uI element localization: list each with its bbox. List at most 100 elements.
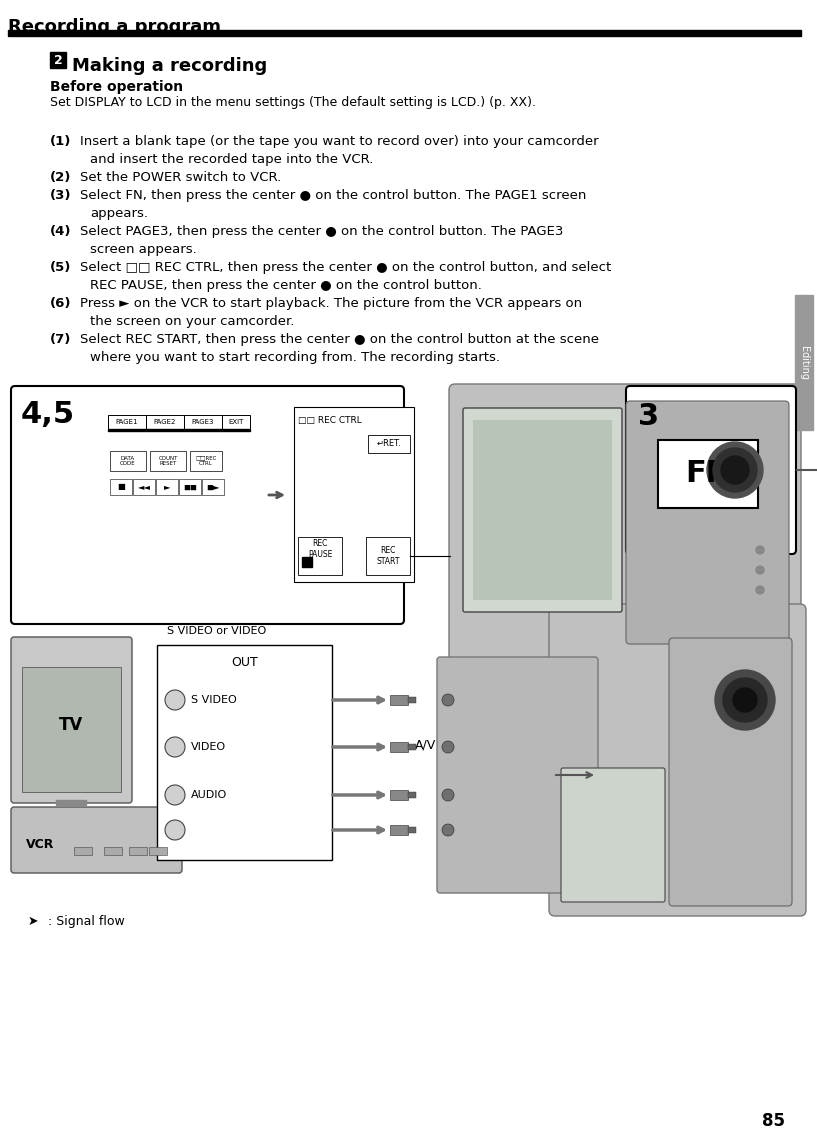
- Bar: [408, 744, 416, 750]
- Text: Insert a blank tape (or the tape you want to record over) into your camcorder: Insert a blank tape (or the tape you wan…: [80, 135, 599, 147]
- Text: 2: 2: [54, 54, 62, 66]
- Text: (3): (3): [50, 189, 72, 202]
- Text: (5): (5): [50, 261, 71, 274]
- Bar: [366, 537, 410, 575]
- Bar: [473, 419, 612, 600]
- Text: PAGE1: PAGE1: [116, 419, 138, 425]
- Text: Press ► on the VCR to start playback. The picture from the VCR appears on: Press ► on the VCR to start playback. Th…: [80, 297, 583, 310]
- Text: COUNT
RESET: COUNT RESET: [158, 456, 177, 466]
- FancyBboxPatch shape: [463, 408, 622, 612]
- Text: where you want to start recording from. The recording starts.: where you want to start recording from. …: [90, 351, 500, 363]
- Text: (4): (4): [50, 225, 72, 238]
- Text: S VIDEO: S VIDEO: [191, 695, 237, 705]
- Bar: [22, 668, 121, 792]
- Circle shape: [442, 789, 454, 801]
- Text: A/V: A/V: [415, 738, 436, 751]
- Text: and insert the recorded tape into the VCR.: and insert the recorded tape into the VC…: [90, 153, 373, 166]
- Bar: [294, 407, 414, 582]
- Text: screen appears.: screen appears.: [90, 243, 197, 256]
- Bar: [390, 695, 408, 705]
- Text: REC
PAUSE: REC PAUSE: [308, 539, 333, 559]
- Text: REC PAUSE, then press the center ● on the control button.: REC PAUSE, then press the center ● on th…: [90, 279, 482, 291]
- Bar: [390, 825, 408, 836]
- Text: Recording a program: Recording a program: [8, 18, 221, 35]
- Circle shape: [165, 785, 185, 805]
- Circle shape: [721, 456, 749, 483]
- Text: REC
START: REC START: [377, 546, 400, 566]
- Text: ■: ■: [117, 482, 125, 491]
- Circle shape: [442, 824, 454, 836]
- Text: (6): (6): [50, 297, 72, 310]
- Text: □□ REC CTRL: □□ REC CTRL: [298, 416, 362, 425]
- Bar: [8, 30, 801, 35]
- Text: (7): (7): [50, 333, 71, 346]
- Bar: [408, 828, 416, 833]
- Text: ➤: ➤: [28, 916, 38, 928]
- Text: Before operation: Before operation: [50, 80, 183, 94]
- Text: □□REC
CTRL: □□REC CTRL: [195, 456, 217, 466]
- Bar: [408, 792, 416, 798]
- Bar: [795, 295, 813, 430]
- Text: VIDEO: VIDEO: [191, 742, 226, 752]
- Circle shape: [723, 678, 767, 722]
- FancyBboxPatch shape: [626, 401, 789, 644]
- FancyBboxPatch shape: [549, 604, 806, 916]
- Text: ►: ►: [163, 482, 170, 491]
- Bar: [157, 645, 332, 860]
- Text: S VIDEO or VIDEO: S VIDEO or VIDEO: [167, 626, 266, 636]
- Bar: [146, 415, 184, 429]
- Text: EXIT: EXIT: [228, 419, 243, 425]
- Text: (2): (2): [50, 171, 71, 184]
- Bar: [150, 451, 186, 471]
- Bar: [149, 847, 167, 855]
- Text: AUDIO: AUDIO: [191, 790, 227, 800]
- Text: Select REC START, then press the center ● on the control button at the scene: Select REC START, then press the center …: [80, 333, 599, 346]
- Circle shape: [165, 820, 185, 840]
- Text: 4,5: 4,5: [21, 400, 75, 429]
- Text: 3: 3: [638, 402, 659, 431]
- Text: Set the POWER switch to VCR.: Set the POWER switch to VCR.: [80, 171, 281, 184]
- Text: ◼►: ◼►: [206, 482, 220, 491]
- Circle shape: [756, 546, 764, 554]
- Bar: [110, 451, 146, 471]
- Text: Editing: Editing: [799, 345, 809, 379]
- Circle shape: [756, 586, 764, 594]
- Bar: [222, 415, 250, 429]
- Circle shape: [713, 448, 757, 491]
- Bar: [74, 847, 92, 855]
- Text: Select □□ REC CTRL, then press the center ● on the control button, and select: Select □□ REC CTRL, then press the cente…: [80, 261, 611, 274]
- Text: OUT: OUT: [231, 656, 258, 670]
- Text: VCR: VCR: [26, 839, 55, 852]
- Circle shape: [756, 566, 764, 574]
- Circle shape: [165, 690, 185, 710]
- Bar: [156, 479, 178, 495]
- Bar: [368, 435, 410, 453]
- Text: ◄◄: ◄◄: [137, 482, 150, 491]
- Circle shape: [442, 741, 454, 753]
- Text: the screen on your camcorder.: the screen on your camcorder.: [90, 315, 294, 328]
- Text: ↵RET.: ↵RET.: [377, 440, 401, 448]
- Text: : Signal flow: : Signal flow: [48, 916, 125, 928]
- FancyBboxPatch shape: [437, 657, 598, 893]
- Text: FN: FN: [685, 459, 731, 488]
- Text: TV: TV: [60, 716, 83, 734]
- FancyBboxPatch shape: [449, 384, 801, 666]
- Bar: [408, 697, 416, 703]
- Bar: [184, 415, 222, 429]
- Text: DATA
CODE: DATA CODE: [120, 456, 136, 466]
- Bar: [108, 429, 250, 431]
- Bar: [202, 479, 224, 495]
- FancyBboxPatch shape: [626, 386, 796, 554]
- Text: PAGE2: PAGE2: [154, 419, 176, 425]
- FancyBboxPatch shape: [561, 768, 665, 902]
- Bar: [658, 440, 758, 507]
- Bar: [302, 557, 312, 567]
- Text: appears.: appears.: [90, 207, 148, 219]
- Circle shape: [442, 694, 454, 706]
- FancyBboxPatch shape: [669, 638, 792, 906]
- Bar: [390, 790, 408, 800]
- Circle shape: [707, 442, 763, 498]
- Text: 85: 85: [762, 1112, 785, 1130]
- Text: Select PAGE3, then press the center ● on the control button. The PAGE3: Select PAGE3, then press the center ● on…: [80, 225, 564, 238]
- Circle shape: [733, 688, 757, 712]
